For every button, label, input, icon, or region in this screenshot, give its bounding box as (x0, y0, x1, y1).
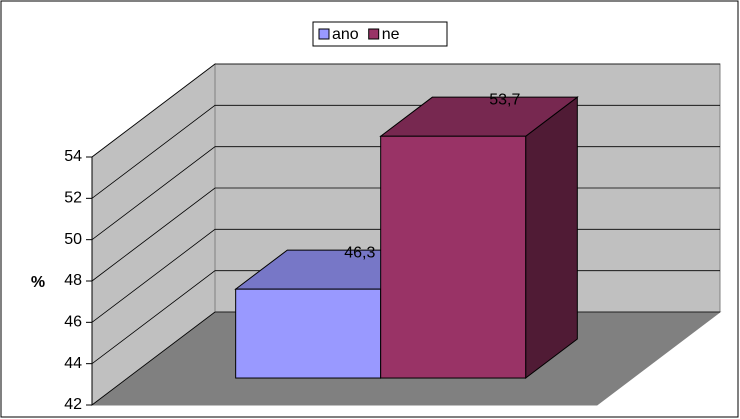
legend-label: ano (332, 26, 359, 43)
legend-swatch (318, 28, 330, 40)
grid-line (91, 63, 720, 158)
value-label: 53,7 (489, 91, 520, 108)
bar (380, 135, 527, 379)
value-label: 46,3 (344, 244, 375, 261)
y-tick-label: 42 (64, 396, 82, 413)
y-tick-label: 54 (64, 148, 82, 165)
y-axis-label: % (31, 274, 45, 291)
y-tick-label: 44 (64, 355, 82, 372)
y-tick-label: 50 (64, 231, 82, 248)
legend-box (312, 21, 448, 47)
legend-swatch (368, 28, 380, 40)
bar-side (525, 96, 578, 380)
legend-label: ne (382, 26, 400, 43)
y-tick-label: 46 (64, 314, 82, 331)
y-tick-label: 48 (64, 272, 82, 289)
y-tick-label: 52 (64, 190, 82, 207)
bar (235, 288, 382, 379)
